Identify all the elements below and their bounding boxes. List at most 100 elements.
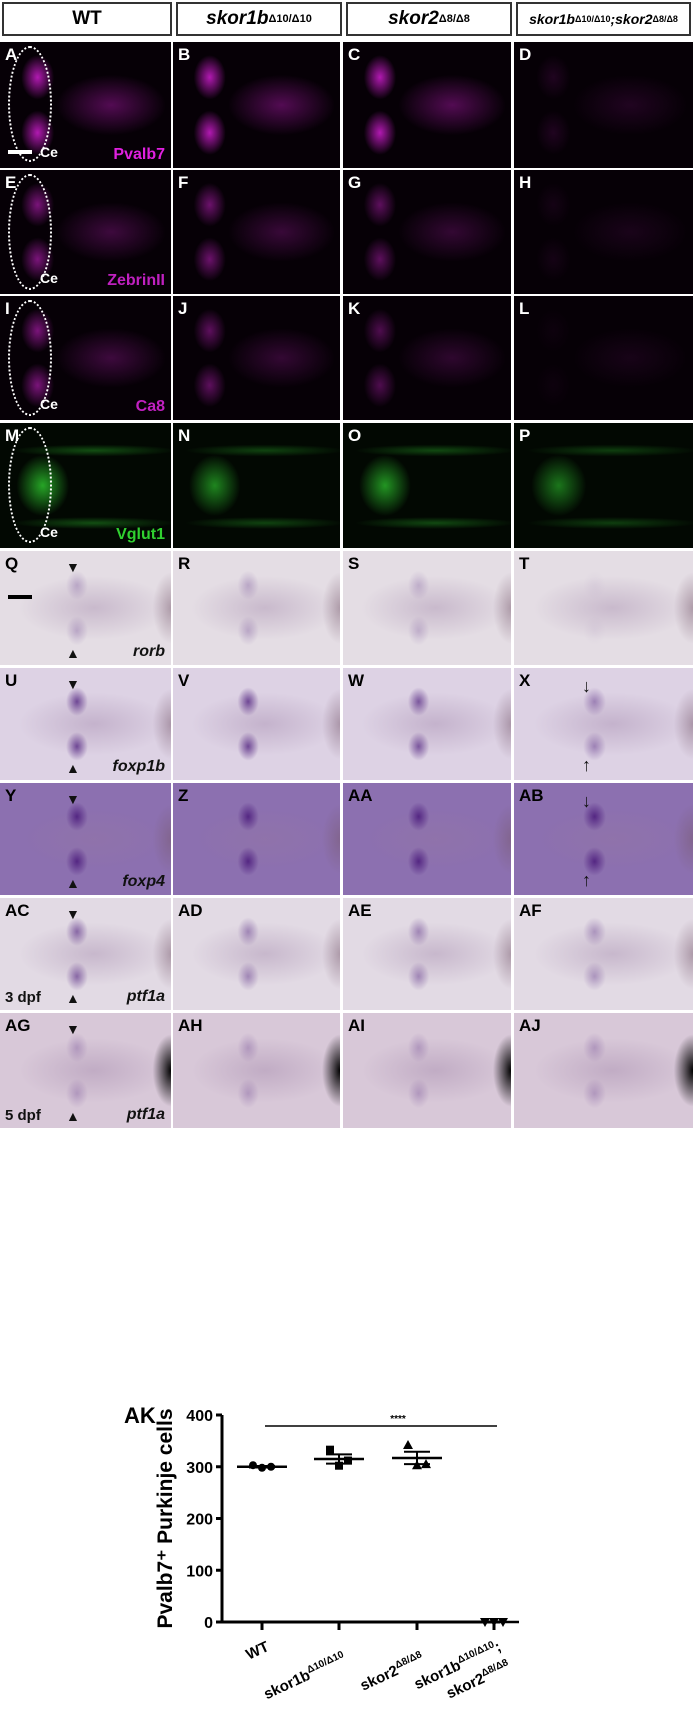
panel-label: AE [348, 901, 372, 920]
y-tick-label: 100 [186, 1563, 213, 1580]
image-panel: AC ptf1a 3 dpf ▼ ▲ [0, 898, 171, 1010]
header-superscript: Δ8/Δ8 [438, 13, 470, 25]
cerebellum-outline [8, 427, 52, 543]
image-panel: A Ce Pvalb7 [0, 42, 171, 168]
arrowhead-icon: ▲ [66, 645, 80, 661]
header-text: skor1b [206, 8, 269, 29]
cerebellum-label: Ce [40, 524, 58, 540]
panel-label: AA [348, 786, 373, 805]
panel-label: H [519, 173, 532, 192]
image-panel: AI [343, 1013, 511, 1128]
marker-label: Vglut1 [116, 526, 165, 543]
panel-label: V [178, 671, 190, 690]
marker-label: ZebrinII [107, 272, 165, 289]
panel-label: P [519, 426, 531, 445]
panel-label: R [178, 554, 191, 573]
category-text: skor2 [358, 1662, 401, 1694]
image-panel: D [514, 42, 693, 168]
data-point [344, 1456, 352, 1465]
category-superscript: Δ8/Δ8 [393, 1649, 424, 1671]
panel-label: AG [5, 1016, 31, 1035]
gene-label: foxp1b [112, 758, 165, 775]
panel-label: L [519, 299, 530, 318]
panel-label: D [519, 45, 532, 64]
arrowhead-icon: ▲ [66, 1108, 80, 1124]
panel-label: O [348, 426, 362, 445]
image-panel: E Ce ZebrinII [0, 170, 171, 294]
image-panel: G [343, 170, 511, 294]
arrowhead-icon: ▲ [66, 875, 80, 891]
panel-label: AJ [519, 1016, 541, 1035]
y-tick-label: 200 [186, 1512, 213, 1529]
category-text: skor1b [261, 1667, 313, 1703]
gene-label: rorb [133, 643, 165, 660]
panel-label: AD [178, 901, 203, 920]
image-panel: M Ce Vglut1 [0, 423, 171, 548]
scale-bar [8, 595, 32, 599]
data-point [267, 1462, 275, 1471]
image-panel: Z [173, 783, 340, 895]
header-superscript: Δ8/Δ8 [652, 14, 678, 24]
panel-label: A [5, 45, 18, 64]
image-panel: K [343, 296, 511, 420]
y-tick-label: 300 [186, 1460, 213, 1477]
image-panel: O [343, 423, 511, 548]
image-panel: AF [514, 898, 693, 1010]
image-panel: N [173, 423, 340, 548]
panel-label: AH [178, 1016, 203, 1035]
data-point [498, 1618, 508, 1627]
category-superscript: Δ10/Δ10 [305, 1649, 346, 1676]
data-point [335, 1461, 343, 1470]
panel-label: S [348, 554, 360, 573]
y-tick-label: 0 [204, 1615, 213, 1632]
cerebellum-outline [8, 46, 52, 162]
data-point [258, 1463, 266, 1472]
panel-label: K [348, 299, 361, 318]
cerebellum-outline [8, 300, 52, 416]
genotype-header: skor1b Δ10/Δ10 ;skor2 Δ8/Δ8 [516, 2, 691, 36]
genotype-header: skor2 Δ8/Δ8 [346, 2, 512, 36]
scale-bar [8, 150, 32, 154]
y-tick-label: 400 [186, 1408, 213, 1425]
arrowhead-icon: ▼ [66, 791, 80, 807]
header-superscript: Δ10/Δ10 [574, 14, 611, 24]
data-point [326, 1445, 334, 1454]
arrowhead-icon: ▼ [66, 1021, 80, 1037]
marker-label: Pvalb7 [113, 146, 165, 163]
image-panel: F [173, 170, 340, 294]
panel-label: AI [348, 1016, 365, 1035]
gene-label: ptf1a [126, 1106, 165, 1123]
x-tick-label: skor1bΔ10/Δ10 [261, 1649, 349, 1703]
arrowhead-icon: ▼ [66, 559, 80, 575]
image-panel: V [173, 668, 340, 780]
data-point [480, 1618, 490, 1627]
panel-label: X [519, 671, 531, 690]
panel-label: C [348, 45, 361, 64]
image-panel: AB ↓ ↑ [514, 783, 693, 895]
cerebellum-outline [8, 174, 52, 290]
panel-label: AC [5, 901, 30, 920]
panel-label: AK [124, 1403, 156, 1428]
panel-label: W [348, 671, 365, 690]
image-panel: AG ptf1a 5 dpf ▼ ▲ [0, 1013, 171, 1128]
image-panel: I Ce Ca8 [0, 296, 171, 420]
image-panel: AH [173, 1013, 340, 1128]
panel-label: F [178, 173, 189, 192]
data-point [412, 1460, 422, 1470]
data-point [249, 1461, 257, 1470]
arrowhead-icon: ▲ [66, 990, 80, 1006]
image-panel: S [343, 551, 511, 665]
panel-label: N [178, 426, 191, 445]
image-panel: H [514, 170, 693, 294]
panel-label: U [5, 671, 18, 690]
data-point [421, 1459, 431, 1469]
stage-label: 5 dpf [5, 1107, 41, 1124]
genotype-header: WT [2, 2, 172, 36]
image-panel: J [173, 296, 340, 420]
panel-label: Y [5, 786, 17, 805]
image-panel: T [514, 551, 693, 665]
